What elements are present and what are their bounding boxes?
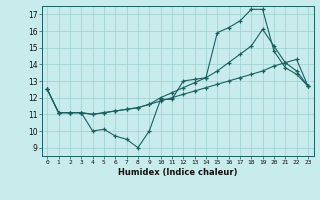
X-axis label: Humidex (Indice chaleur): Humidex (Indice chaleur) xyxy=(118,168,237,177)
